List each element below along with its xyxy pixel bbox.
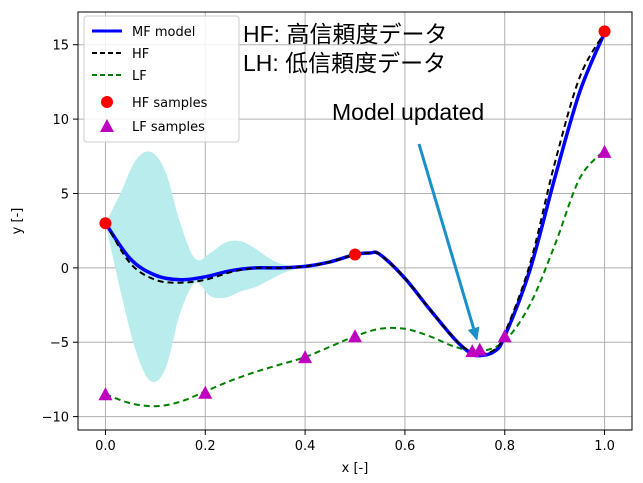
x-tick-label: 0.6	[395, 439, 416, 454]
y-tick-label: 15	[52, 39, 69, 54]
y-tick-label: −10	[42, 411, 69, 426]
lf-sample-point	[348, 329, 362, 343]
lf-sample-point	[472, 342, 487, 356]
sample-markers	[98, 25, 612, 401]
hf-note: HF: 高信頼度データ	[243, 21, 447, 47]
legend-box	[83, 15, 240, 143]
update-arrow-head	[467, 326, 480, 341]
hf-sample-point	[349, 248, 361, 261]
x-tick-label: 0.2	[195, 439, 216, 454]
x-tick-label: 1.0	[594, 439, 615, 454]
lf-sample-point	[497, 329, 512, 343]
x-axis-label: x [-]	[342, 461, 369, 476]
legend-label-lf: LF	[132, 69, 147, 84]
lf-sample-point	[198, 385, 213, 399]
legend-label-mf-model: MF model	[132, 25, 195, 40]
y-tick-label: −5	[50, 336, 69, 351]
plot-frame	[77, 11, 633, 431]
y-tick-label: 10	[52, 113, 69, 128]
x-tick-label: 0.8	[494, 439, 515, 454]
confidence-band	[105, 32, 605, 383]
legend-marker-hf-samples	[101, 96, 113, 108]
x-tick-label: 0.4	[295, 439, 316, 454]
legend: MF model HF LF HF samples LF samples	[83, 15, 240, 143]
y-tick-label: 0	[61, 262, 69, 277]
lf-sample-point	[298, 350, 313, 364]
x-tick-label: 0.0	[95, 439, 116, 454]
legend-label-hf-samples: HF samples	[132, 96, 208, 111]
lf-sample-point	[98, 387, 113, 401]
hf-sample-point	[598, 25, 611, 38]
model-updated-note: Model updated	[332, 99, 484, 125]
y-axis-label: y [-]	[10, 208, 25, 235]
legend-label-hf: HF	[132, 47, 149, 62]
axis-ticks: 0.0 0.2 0.4 0.6 0.8 1.0 −10 −5 0 5 10 15	[42, 39, 615, 454]
update-arrow	[417, 143, 480, 341]
legend-marker-lf-samples	[100, 119, 114, 132]
y-tick-label: 5	[61, 187, 69, 202]
hf-sample-point	[99, 217, 112, 230]
legend-label-lf-samples: LF samples	[132, 120, 205, 135]
update-arrow-shaft	[417, 143, 476, 329]
series-line-hf	[104, 32, 606, 356]
lf-sample-point	[597, 144, 612, 158]
lh-note: LH: 低信頼度データ	[243, 50, 446, 76]
